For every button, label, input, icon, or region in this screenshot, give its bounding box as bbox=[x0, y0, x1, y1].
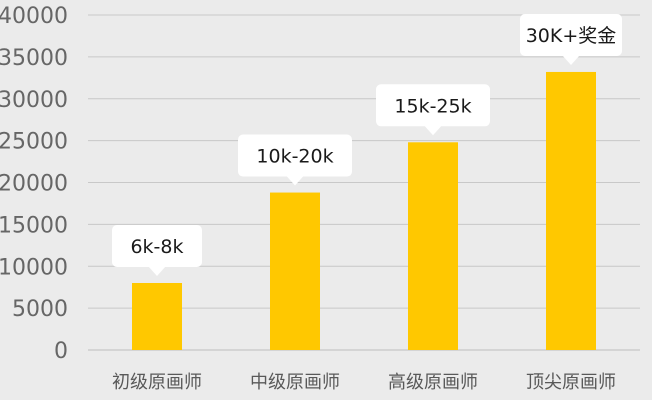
bar bbox=[270, 192, 320, 350]
y-tick-label: 10000 bbox=[0, 255, 68, 280]
bubble-box bbox=[376, 84, 490, 127]
data-label: 6k-8k bbox=[130, 236, 183, 258]
bar bbox=[546, 71, 596, 350]
data-labels: 6k-8k 10k-20k 15k-25k 30K+奖金 bbox=[112, 13, 622, 276]
x-category-label: 高级原画师 bbox=[388, 372, 478, 393]
y-tick-label: 30000 bbox=[0, 88, 68, 113]
bubble-pointer bbox=[424, 125, 442, 136]
y-tick-label: 35000 bbox=[0, 46, 68, 71]
data-label: 10k-20k bbox=[256, 146, 333, 168]
bubble-box bbox=[238, 134, 352, 177]
y-tick-label: 5000 bbox=[12, 297, 68, 322]
y-tick-label: 40000 bbox=[0, 4, 68, 29]
bubble-pointer bbox=[148, 266, 166, 276]
y-tick-label: 15000 bbox=[0, 213, 68, 238]
y-tick-label: 20000 bbox=[0, 172, 68, 197]
bars bbox=[132, 71, 596, 350]
data-label-bubble: 30K+奖金 bbox=[520, 13, 622, 65]
y-tick-label: 25000 bbox=[0, 130, 68, 155]
data-label-bubble: 6k-8k bbox=[112, 225, 202, 276]
bar bbox=[408, 142, 458, 350]
x-axis-labels: 初级原画师 中级原画师 高级原画师 顶尖原画师 bbox=[112, 372, 616, 393]
data-label: 15k-25k bbox=[394, 95, 471, 117]
x-category-label: 中级原画师 bbox=[250, 372, 340, 393]
y-axis-ticks: 0 5000 10000 15000 20000 25000 30000 35000 40000 bbox=[0, 4, 68, 364]
bubble-box bbox=[112, 225, 202, 267]
data-label: 30K+奖金 bbox=[526, 25, 617, 47]
bubble-pointer bbox=[286, 175, 304, 186]
data-label-bubble: 10k-20k bbox=[238, 134, 352, 186]
x-category-label: 顶尖原画师 bbox=[526, 372, 616, 393]
bubble-box bbox=[520, 13, 622, 56]
x-category-label: 初级原画师 bbox=[112, 372, 202, 393]
y-tick-label: 0 bbox=[54, 339, 68, 364]
bubble-pointer bbox=[562, 54, 580, 65]
bar bbox=[132, 283, 182, 350]
data-label-bubble: 15k-25k bbox=[376, 84, 490, 136]
